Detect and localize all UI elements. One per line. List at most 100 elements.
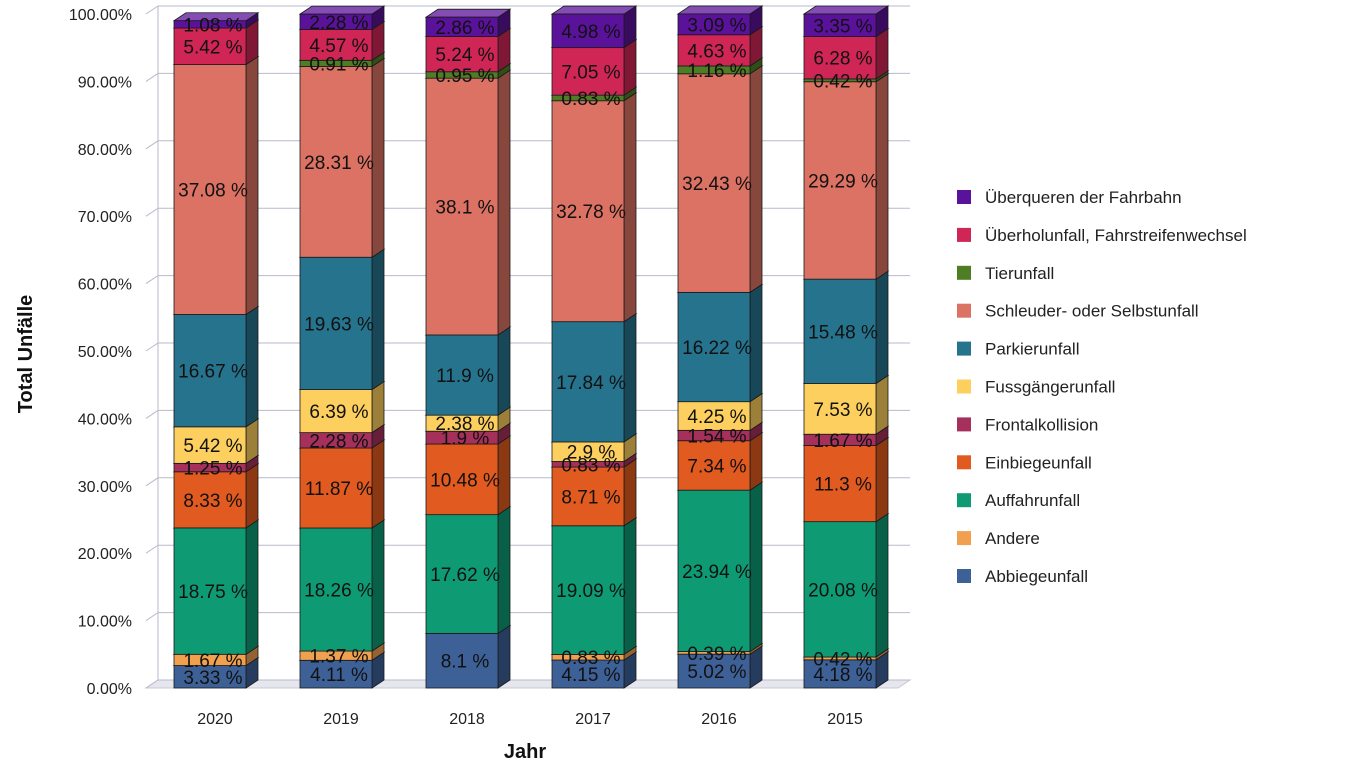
legend-label: Überholunfall, Fahrstreifenwechsel (985, 226, 1247, 245)
gridline (145, 477, 910, 487)
gridline (145, 342, 910, 352)
bar-schleuder-oder-selbstunfall-2020 (173, 64, 247, 315)
bar--berholunfall-fahrstreifenwechsel-2018 (425, 36, 499, 73)
gridline (145, 207, 910, 217)
x-axis-ticks: 2020 2019 2018 2017 2016 2015 (197, 711, 863, 728)
legend-label: Abbiegeunfall (985, 567, 1088, 586)
bar--berqueren-der-fahrbahn-2016 (677, 13, 751, 36)
legend-swatch (957, 569, 971, 583)
y-tick-label: 40.00% (78, 411, 132, 428)
legend-swatch (957, 379, 971, 394)
bar-side-einbiegeunfall-2017 (623, 458, 637, 527)
bar-top--berqueren-der-fahrbahn-2016 (676, 5, 764, 15)
data-label: 17.84 % (556, 373, 626, 394)
data-label: 1.9 % (441, 429, 490, 450)
legend-item-tierunfall: Tierunfall (957, 264, 1054, 283)
data-label: 17.62 % (430, 565, 500, 586)
bar-side--berholunfall-fahrstreifenwechsel-2017 (623, 38, 637, 96)
data-label: 15.48 % (808, 322, 878, 343)
legend-swatch (957, 531, 971, 546)
bar-abbiegeunfall-2017 (551, 659, 625, 689)
data-label: 2.9 % (567, 443, 616, 464)
bar-parkierunfall-2020 (173, 314, 247, 428)
data-label: 11.9 % (436, 366, 494, 387)
legend-item--berholunfall-fahrstreifenwechsel: Überholunfall, Fahrstreifenwechsel (957, 226, 1247, 245)
data-label: 0.39 % (687, 644, 746, 665)
bar-auffahrunfall-2020 (173, 527, 247, 655)
bar--berholunfall-fahrstreifenwechsel-2015 (803, 36, 877, 80)
bar-schleuder-oder-selbstunfall-2017 (551, 100, 625, 323)
bar-auffahrunfall-2018 (425, 514, 499, 634)
y-tick-label: 80.00% (78, 142, 132, 159)
data-label: 0.91 % (309, 54, 368, 75)
data-label: 1.37 % (309, 647, 368, 668)
data-label: 1.16 % (687, 61, 746, 82)
chart-floor (144, 679, 912, 689)
y-tick-label: 70.00% (78, 209, 132, 226)
legend-swatch (957, 341, 971, 356)
data-label: 4.18 % (813, 665, 872, 686)
data-label: 4.57 % (309, 36, 368, 57)
bar-side-einbiegeunfall-2019 (371, 439, 385, 529)
data-label: 28.31 % (304, 153, 374, 174)
data-label: 11.3 % (814, 475, 872, 496)
gridline (145, 544, 910, 554)
data-label: 16.67 % (178, 362, 248, 383)
x-tick-label: 2019 (323, 711, 359, 728)
data-label: 1.67 % (183, 651, 242, 672)
data-label: 32.78 % (556, 202, 626, 223)
bar-schleuder-oder-selbstunfall-2015 (803, 81, 877, 280)
data-label: 6.28 % (813, 49, 872, 70)
x-tick-label: 2018 (449, 711, 485, 728)
bar-stack-2018 (424, 8, 512, 689)
data-label: 0.83 % (561, 89, 620, 110)
legend-swatch (957, 265, 971, 280)
bar-einbiegeunfall-2020 (173, 471, 247, 529)
data-label: 3.33 % (183, 668, 242, 689)
legend-item-andere: Andere (957, 529, 1040, 548)
data-label: 32.43 % (682, 174, 752, 195)
bar-side-fussg-ngerunfall-2019 (371, 380, 385, 434)
data-label: 19.63 % (304, 314, 374, 335)
legend-item-auffahrunfall: Auffahrunfall (957, 491, 1080, 510)
gridline (145, 409, 910, 419)
y-tick-label: 20.00% (78, 546, 132, 563)
data-label: 37.08 % (178, 181, 248, 202)
bar-stack-2020 (172, 11, 260, 689)
bar-abbiegeunfall-2019 (299, 659, 373, 689)
data-label: 8.71 % (561, 487, 620, 508)
data-label: 4.11 % (310, 665, 368, 686)
legend-label: Einbiegeunfall (985, 453, 1092, 472)
data-label: 29.29 % (808, 171, 878, 192)
data-label: 23.94 % (682, 562, 752, 583)
data-label: 7.34 % (687, 456, 746, 477)
x-tick-label: 2020 (197, 711, 233, 728)
legend-label: Tierunfall (985, 264, 1054, 283)
legend-label: Schleuder- oder Selbstunfall (985, 302, 1199, 321)
bar--berholunfall-fahrstreifenwechsel-2020 (173, 27, 247, 65)
legend-swatch (957, 190, 971, 204)
data-label: 10.48 % (430, 470, 500, 491)
y-tick-label: 0.00% (87, 681, 132, 698)
data-label: 1.67 % (813, 431, 872, 452)
bar--berqueren-der-fahrbahn-2015 (803, 13, 877, 37)
data-label: 5.02 % (687, 662, 746, 683)
legend-label: Andere (985, 529, 1040, 548)
bar-schleuder-oder-selbstunfall-2019 (299, 66, 373, 258)
data-label: 5.42 % (183, 37, 242, 58)
bar-side-einbiegeunfall-2020 (245, 463, 259, 529)
legend-swatch (957, 493, 971, 508)
data-label: 1.08 % (183, 15, 242, 36)
legend-label: Auffahrunfall (985, 491, 1080, 510)
bar-parkierunfall-2016 (677, 291, 751, 403)
legend-swatch (957, 303, 971, 318)
bar-auffahrunfall-2019 (299, 527, 373, 652)
legend-item-parkierunfall: Parkierunfall (957, 340, 1080, 359)
data-label: 5.42 % (183, 436, 242, 457)
bar-parkierunfall-2019 (299, 256, 373, 390)
bar-fussg-ngerunfall-2020 (173, 426, 247, 464)
bar-abbiegeunfall-2015 (803, 659, 877, 689)
data-label: 2.28 % (309, 13, 368, 34)
